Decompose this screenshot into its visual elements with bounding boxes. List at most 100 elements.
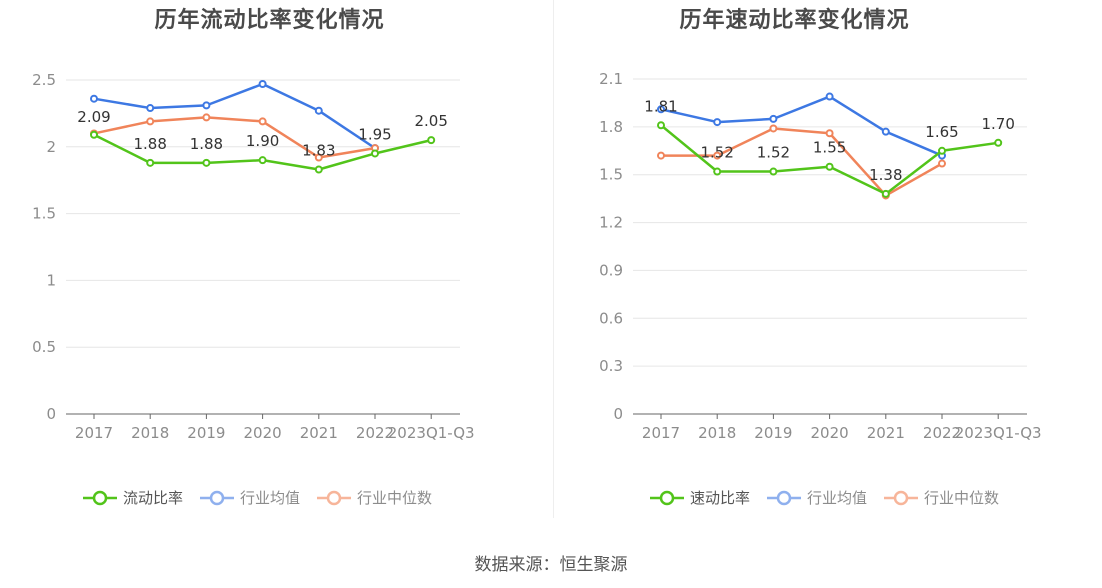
legend-item-industry-median[interactable]: 行业中位数 <box>883 487 999 508</box>
y-tick-label: 2 <box>46 138 56 156</box>
current-ratio-plot: 0 0.5 1 1.5 2 2.5 2017 2018 2019 2020 2021 20222023… <box>32 71 475 442</box>
x-tick-label: 2022 <box>923 424 961 442</box>
legend-label: 行业均值 <box>807 489 868 507</box>
data-point-industry_avg <box>657 105 665 114</box>
x-tick-label: 2020 <box>811 424 849 442</box>
data-label: 1.95 <box>358 125 391 143</box>
legend-swatch-industry-avg-icon <box>766 489 802 507</box>
x-tick-label: 2018 <box>131 424 169 442</box>
data-point-company <box>657 121 665 130</box>
series-line-industry_median <box>93 116 376 159</box>
y-tick-label: 0.9 <box>599 261 623 279</box>
data-point-company <box>825 162 834 171</box>
x-tick-label: 2017 <box>642 424 680 442</box>
y-tick-label: 2.1 <box>599 70 623 88</box>
data-label: 1.70 <box>981 115 1014 133</box>
data-point-company <box>90 130 98 139</box>
data-point-industry_median <box>657 151 665 160</box>
y-tick-label: 1.5 <box>599 166 623 184</box>
y-tick-label: 0 <box>46 405 56 423</box>
y-tick-label: 1.5 <box>32 205 56 223</box>
legend-swatch-industry-median-icon <box>883 489 919 507</box>
data-point-company <box>938 146 946 155</box>
data-point-company <box>314 165 323 174</box>
chart-title: 历年速动比率变化情况 <box>679 8 910 33</box>
legend: 流动比率 行业均值 行业中位数 <box>82 487 432 508</box>
y-tick-label: 1.2 <box>599 214 623 232</box>
x-tick-label: 2019 <box>187 424 225 442</box>
data-label: 1.88 <box>190 135 223 153</box>
data-point-industry_avg <box>146 104 155 113</box>
legend-label: 速动比率 <box>690 489 751 507</box>
chart-title: 历年流动比率变化情况 <box>154 8 385 33</box>
legend-item-industry-avg[interactable]: 行业均值 <box>199 487 300 508</box>
data-point-industry_avg <box>314 106 323 115</box>
y-tick-label: 0.6 <box>599 309 623 327</box>
legend-item-company[interactable]: 速动比率 <box>649 487 750 508</box>
data-point-company <box>146 158 155 167</box>
legend-item-company[interactable]: 流动比率 <box>82 487 183 508</box>
data-point-industry_median <box>938 159 946 168</box>
data-point-industry_avg <box>881 127 890 136</box>
panel-divider <box>553 0 554 518</box>
legend-label: 行业中位数 <box>357 489 433 507</box>
legend-swatch-industry-median-icon <box>316 489 352 507</box>
legend: 速动比率 行业均值 行业中位数 <box>649 487 999 508</box>
y-tick-label: 1.8 <box>599 118 623 136</box>
data-label: 2.09 <box>77 108 110 126</box>
data-label: 2.05 <box>414 112 447 130</box>
legend-item-industry-median[interactable]: 行业中位数 <box>316 487 432 508</box>
legend-label: 流动比率 <box>123 489 184 507</box>
data-point-industry_median <box>769 124 778 133</box>
quick-ratio-chart-panel: 历年速动比率变化情况 0 0.3 0.6 0.9 1.2 1.5 1.8 2.1 2017 201… <box>551 0 1102 530</box>
x-tick-label: 2018 <box>698 424 736 442</box>
series-line-industry_avg <box>93 82 376 150</box>
x-tick-label: 2017 <box>75 424 113 442</box>
y-tick-label: 0.5 <box>32 338 56 356</box>
y-tick-label: 1 <box>46 271 56 289</box>
data-label: 1.81 <box>644 97 677 115</box>
data-label: 1.90 <box>246 132 279 150</box>
data-point-industry_avg <box>769 114 778 123</box>
data-label: 1.52 <box>700 144 733 162</box>
x-tick-label: 2019 <box>754 424 792 442</box>
legend-label: 行业均值 <box>240 489 301 507</box>
data-label: 1.88 <box>133 135 166 153</box>
series-line-industry_median <box>661 127 943 197</box>
data-label: 1.52 <box>757 144 790 162</box>
x-tick-label: 2023Q1-Q3 <box>388 424 475 442</box>
legend-item-industry-avg[interactable]: 行业均值 <box>766 487 867 508</box>
data-point-industry_median <box>825 129 834 138</box>
data-point-company <box>769 167 778 176</box>
data-source-note: 数据来源：恒生聚源 <box>474 555 628 575</box>
x-tick-label: 2021 <box>867 424 905 442</box>
data-point-industry_avg <box>258 80 267 89</box>
data-point-industry_avg <box>202 101 211 110</box>
current-ratio-chart-panel: 历年流动比率变化情况 0 0.5 1 1.5 2 2.5 2017 2018 2019 2020 2… <box>0 0 551 530</box>
x-tick-label: 2021 <box>300 424 338 442</box>
data-point-company <box>881 189 890 198</box>
quick-ratio-plot: 0 0.3 0.6 0.9 1.2 1.5 1.8 2.1 2017 2018 2019 2020 20… <box>599 70 1042 442</box>
data-point-industry_median <box>713 151 722 160</box>
data-point-industry_median <box>146 117 155 126</box>
y-tick-label: 2.5 <box>32 71 56 89</box>
x-tick-label: 2023Q1-Q3 <box>955 424 1042 442</box>
data-point-company <box>371 149 379 158</box>
data-label: 1.55 <box>813 139 846 157</box>
data-point-industry_avg <box>713 118 722 127</box>
series-line-industry_avg <box>660 95 943 157</box>
y-tick-label: 0 <box>613 405 623 423</box>
legend-swatch-company-icon <box>649 489 685 507</box>
data-label: 1.65 <box>925 123 958 141</box>
x-tick-label: 2022 <box>356 424 394 442</box>
legend-swatch-company-icon <box>82 489 118 507</box>
data-point-industry_median <box>202 113 211 122</box>
data-label: 1.38 <box>869 166 902 184</box>
y-tick-label: 0.3 <box>599 357 623 375</box>
data-label: 1.83 <box>302 142 335 160</box>
legend-label: 行业中位数 <box>924 489 1000 507</box>
data-point-industry_median <box>314 153 323 162</box>
data-point-industry_avg <box>90 94 98 103</box>
data-point-industry_median <box>258 117 267 126</box>
data-point-company <box>994 138 1003 147</box>
